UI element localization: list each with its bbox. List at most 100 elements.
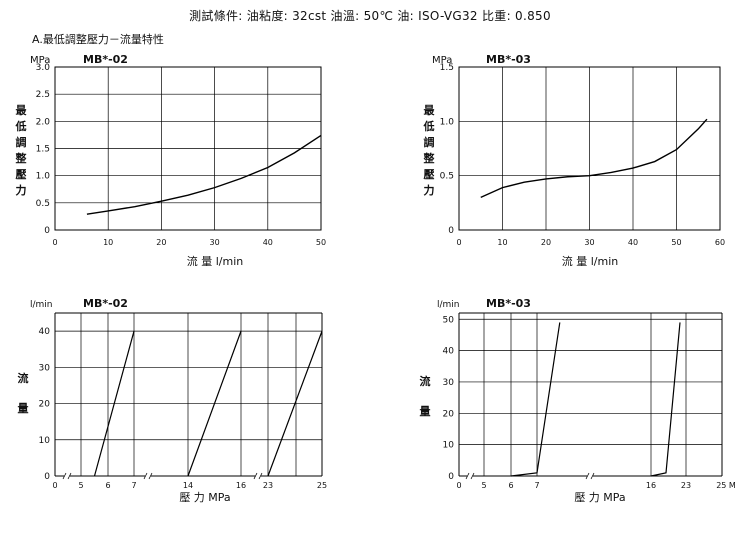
x-tick-label: 6	[508, 481, 513, 490]
x-tick-label: 16	[646, 481, 656, 490]
y-tick-label: 3.0	[36, 63, 51, 73]
y-axis-label-char: 量	[18, 402, 29, 415]
series-line	[187, 330, 242, 477]
axis-break-mark	[62, 472, 67, 480]
y-axis-label-char: 壓	[16, 168, 27, 181]
y-tick-label: 30	[39, 363, 51, 373]
x-tick-label: 50	[316, 238, 326, 247]
y-tick-label: 40	[39, 327, 51, 337]
axis-break-mark	[253, 472, 258, 480]
x-tick-label: 23	[263, 481, 273, 490]
y-axis-label-char: 力	[16, 183, 27, 197]
x-tick-label: 60	[715, 238, 725, 247]
x-tick-label: 5	[78, 481, 83, 490]
chart3-model-label: MB*-02	[83, 297, 128, 310]
x-tick-label: 10	[497, 238, 507, 247]
chart2-unit-label: MPa	[432, 55, 452, 66]
chart2-x-axis-label: 流 量 l/min	[562, 254, 619, 268]
y-tick-label: 1.0	[36, 172, 51, 182]
y-axis-label-char: 低	[423, 119, 435, 133]
axis-break-mark	[148, 472, 153, 480]
y-axis-label-char: 整	[423, 151, 435, 165]
y-tick-label: 10	[443, 441, 455, 451]
x-tick-label: 20	[156, 238, 166, 247]
chart3-x-axis-label: 壓 力 MPa	[179, 491, 230, 504]
y-tick-label: 20	[39, 400, 51, 410]
y-axis-label-char: 整	[15, 151, 27, 165]
axis-break-mark	[465, 472, 470, 480]
y-tick-label: 0.5	[36, 199, 50, 209]
chart1-series-line	[86, 134, 322, 215]
chart4-unit-label: l/min	[437, 300, 460, 310]
y-axis-label-char: 力	[424, 183, 435, 197]
y-axis-label-char: 量	[420, 405, 431, 418]
test-conditions-text: 測試條件: 油粘度: 32cst 油溫: 50℃ 油: ISO-VG32 比重:…	[189, 9, 551, 23]
x-tick-label: 40	[628, 238, 638, 247]
chart1-model-label: MB*-02	[83, 53, 128, 66]
y-axis-label-char: 最	[424, 104, 436, 117]
chart1-unit-label: MPa	[30, 55, 50, 66]
series-line	[650, 322, 681, 477]
x-tick-label: 30	[584, 238, 594, 247]
y-axis-label-char: 調	[424, 135, 435, 149]
y-tick-label: 1.5	[440, 63, 454, 73]
y-tick-label: 30	[443, 378, 455, 388]
y-axis-label-char: 最	[16, 104, 28, 117]
axis-break-mark	[67, 472, 72, 480]
x-tick-label: 30	[210, 238, 220, 247]
chart3-unit-label: l/min	[30, 300, 53, 310]
y-tick-label: 1.0	[440, 117, 455, 127]
axis-break-mark	[585, 472, 590, 480]
series-line	[93, 330, 135, 477]
y-tick-label: 0	[44, 226, 50, 236]
x-tick-label: 14	[183, 481, 193, 490]
axis-break-mark	[143, 472, 148, 480]
x-tick-label: 7	[534, 481, 539, 490]
x-tick-label: 16	[236, 481, 246, 490]
x-tick-label: 5	[481, 481, 486, 490]
x-tick-label: 25	[317, 481, 327, 490]
axis-break-mark	[470, 472, 475, 480]
y-tick-label: 20	[443, 409, 455, 419]
x-tick-label: 23	[681, 481, 691, 490]
x-tick-label: 50	[671, 238, 681, 247]
chart4-model-label: MB*-03	[486, 297, 531, 310]
y-tick-label: 1.5	[36, 145, 50, 155]
y-tick-label: 0.5	[440, 172, 454, 182]
y-axis-label-char: 壓	[424, 168, 435, 181]
chart4-x-axis-label: 壓 力 MPa	[574, 491, 625, 504]
x-tick-label: 0	[52, 238, 57, 247]
x-tick-label: 0	[456, 238, 461, 247]
y-tick-label: 50	[443, 315, 455, 325]
series-line	[510, 322, 561, 477]
series-line	[267, 330, 323, 477]
x-tick-label: 20	[541, 238, 551, 247]
y-axis-label-char: 流	[420, 374, 431, 388]
y-tick-label: 40	[443, 347, 455, 357]
x-tick-label: 6	[105, 481, 110, 490]
y-tick-label: 0	[448, 472, 454, 482]
y-tick-label: 2.5	[36, 90, 50, 100]
y-axis-label-char: 流	[18, 371, 29, 385]
x-tick-label: 0	[52, 481, 57, 490]
x-tick-label: 0	[456, 481, 461, 490]
x-tick-label: 25 M	[716, 481, 736, 490]
y-tick-label: 2.0	[36, 117, 51, 127]
section-title: A.最低調整壓力－流量特性	[32, 33, 164, 46]
y-tick-label: 10	[39, 436, 51, 446]
y-tick-label: 0	[448, 226, 454, 236]
chart2-model-label: MB*-03	[486, 53, 531, 66]
axis-break-mark	[258, 472, 263, 480]
y-tick-label: 0	[44, 472, 50, 482]
x-tick-label: 40	[263, 238, 273, 247]
x-tick-label: 10	[103, 238, 113, 247]
y-axis-label-char: 低	[15, 119, 27, 133]
axis-break-mark	[590, 472, 595, 480]
y-axis-label-char: 調	[16, 135, 27, 149]
chart2-series-line	[480, 118, 708, 199]
chart1-x-axis-label: 流 量 l/min	[187, 254, 244, 268]
